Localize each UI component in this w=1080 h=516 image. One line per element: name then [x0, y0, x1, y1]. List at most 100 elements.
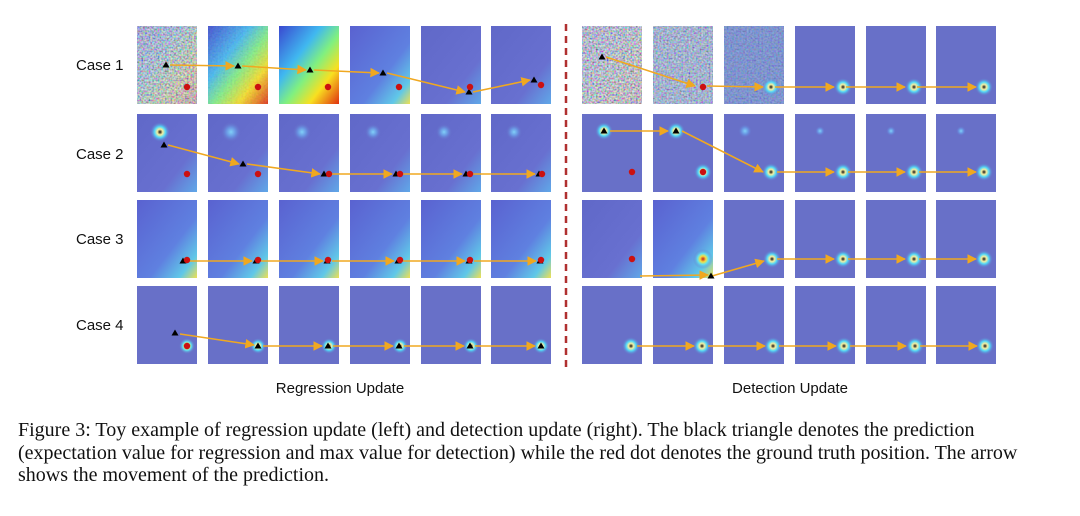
- prediction-triangle: [530, 76, 538, 83]
- ground-truth-dot: [466, 170, 474, 178]
- ground-truth-dot: [466, 256, 474, 264]
- regression-panel: [279, 114, 339, 192]
- detection-panel: [795, 26, 855, 104]
- movement-arrow: [472, 77, 531, 93]
- regression-panel: [350, 114, 410, 192]
- prediction-triangle: [234, 62, 242, 69]
- detection-panel: [582, 200, 642, 278]
- detection-panel: [866, 200, 926, 278]
- detection-panel: [653, 200, 713, 278]
- row-label-case-3: Case 3: [76, 231, 124, 248]
- detection-panel: [795, 114, 855, 192]
- regression-panel: [279, 26, 339, 104]
- prediction-triangle: [707, 272, 715, 279]
- ground-truth-dot: [254, 170, 262, 178]
- movement-arrow: [246, 163, 321, 178]
- prediction-triangle: [465, 88, 473, 95]
- regression-panel: [421, 200, 481, 278]
- movement-arrow: [639, 270, 709, 280]
- figure-caption: Figure 3: Toy example of regression upda…: [18, 419, 1063, 487]
- ground-truth-dot: [183, 83, 191, 91]
- movement-arrow: [169, 61, 235, 71]
- detection-panel: [582, 286, 642, 364]
- detection-panel: [936, 26, 996, 104]
- prediction-triangle: [379, 69, 387, 76]
- ground-truth-dot: [324, 83, 332, 91]
- prediction-triangle: [160, 141, 168, 148]
- detection-panel: [724, 286, 784, 364]
- movement-arrow: [605, 56, 696, 88]
- movement-arrow: [241, 64, 307, 75]
- regression-panel: [279, 200, 339, 278]
- prediction-triangle: [672, 127, 680, 134]
- caption-prefix: Figure 3:: [18, 419, 91, 441]
- detection-panel: [724, 26, 784, 104]
- movement-arrow: [167, 144, 240, 167]
- movement-arrow: [681, 130, 764, 173]
- row-label-case-2: Case 2: [76, 146, 124, 163]
- regression-panel: [279, 286, 339, 364]
- regression-panel: [350, 286, 410, 364]
- movement-arrow: [179, 333, 255, 349]
- detection-panel: [653, 114, 713, 192]
- ground-truth-dot: [537, 256, 545, 264]
- prediction-triangle: [395, 342, 403, 349]
- ground-truth-dot: [325, 170, 333, 178]
- ground-truth-dot: [538, 170, 546, 178]
- detection-panel: [653, 26, 713, 104]
- prediction-triangle: [598, 53, 606, 60]
- ground-truth-dot: [324, 256, 332, 264]
- ground-truth-dot: [396, 256, 404, 264]
- movement-arrow: [313, 67, 380, 78]
- ground-truth-dot: [628, 255, 636, 263]
- regression-panel: [137, 114, 197, 192]
- detection-panel: [936, 286, 996, 364]
- regression-panel: [137, 200, 197, 278]
- prediction-triangle: [239, 160, 247, 167]
- regression-panel: [421, 286, 481, 364]
- prediction-triangle: [324, 342, 332, 349]
- ground-truth-dot: [183, 170, 191, 178]
- ground-truth-dot: [699, 168, 707, 176]
- detection-panel: [795, 286, 855, 364]
- regression-panel: [350, 26, 410, 104]
- regression-panel: [208, 114, 268, 192]
- ground-truth-dot: [628, 168, 636, 176]
- detection-panel: [795, 200, 855, 278]
- ground-truth-dot: [699, 83, 707, 91]
- ground-truth-dot: [396, 170, 404, 178]
- prediction-triangle: [306, 66, 314, 73]
- detection-panel: [866, 286, 926, 364]
- ground-truth-dot: [395, 83, 403, 91]
- detection-panel: [724, 114, 784, 192]
- regression-panel: [421, 114, 481, 192]
- prediction-triangle: [320, 170, 328, 177]
- prediction-triangle: [600, 127, 608, 134]
- regression-panel: [491, 26, 551, 104]
- regression-panel: [491, 286, 551, 364]
- detection-panel: [866, 114, 926, 192]
- ground-truth-dot: [254, 256, 262, 264]
- prediction-triangle: [466, 342, 474, 349]
- figure-panels: [137, 24, 996, 370]
- movement-arrow: [386, 72, 466, 95]
- detection-update-label: Detection Update: [732, 380, 848, 397]
- prediction-triangle: [537, 342, 545, 349]
- regression-panel: [421, 26, 481, 104]
- detection-panel: [582, 114, 642, 192]
- regression-panel: [491, 114, 551, 192]
- prediction-triangle: [171, 329, 179, 336]
- detection-panel: [653, 286, 713, 364]
- movement-arrow: [711, 258, 765, 277]
- movement-arrow: [706, 82, 764, 92]
- regression-update-label: Regression Update: [275, 380, 405, 397]
- regression-panel: [208, 286, 268, 364]
- ground-truth-dot: [537, 81, 545, 89]
- ground-truth-dot: [183, 256, 191, 264]
- detection-panel: [936, 200, 996, 278]
- regression-panel: [208, 200, 268, 278]
- prediction-triangle: [254, 342, 262, 349]
- regression-panel: [491, 200, 551, 278]
- ground-truth-dot: [254, 83, 262, 91]
